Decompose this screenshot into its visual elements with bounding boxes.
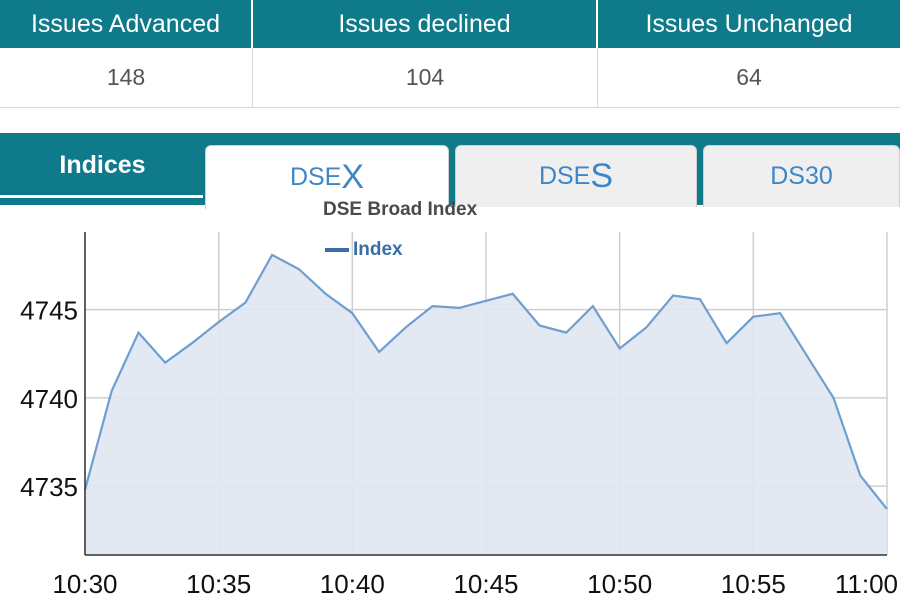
x-tick-label: 10:50 [587, 569, 652, 599]
header-issues-declined: Issues declined [253, 0, 598, 48]
legend-swatch-index [325, 248, 349, 252]
y-tick-label: 4740 [20, 384, 78, 414]
chart-legend[interactable]: Index [325, 239, 403, 261]
x-tick-label: 10:30 [52, 569, 117, 599]
tab-ds30-label: DS30 [770, 162, 833, 190]
x-tick-label: 10:45 [453, 569, 518, 599]
header-issues-advanced: Issues Advanced [0, 0, 253, 48]
tab-ds30[interactable]: DS30 [703, 145, 900, 207]
indices-underline [0, 195, 203, 198]
x-tick-label: 10:55 [721, 569, 786, 599]
tab-dsex-suffix: X [341, 158, 365, 196]
legend-label-index: Index [353, 239, 403, 260]
tab-dses-prefix: DSE [538, 162, 591, 190]
x-tick-label: 10:40 [320, 569, 385, 599]
indices-tab-bar: Indices DSE X DSE S DS30 [0, 133, 900, 209]
chart-title: DSE Broad Index [323, 199, 478, 220]
market-breadth-table: Issues Advanced Issues declined Issues U… [0, 0, 900, 108]
market-breadth-value-row: 148 104 64 [0, 48, 900, 107]
tab-dsex[interactable]: DSE X [205, 145, 449, 209]
tab-dses[interactable]: DSE S [455, 145, 697, 207]
value-issues-unchanged: 64 [736, 64, 762, 90]
y-tick-label: 4745 [20, 296, 78, 326]
value-issues-declined: 104 [253, 48, 598, 107]
index-chart-area: 10:30 10:35 10:40 10:45 10:50 10:55 11:00 4735 4… [0, 205, 900, 600]
x-tick-label: 11:00 [835, 569, 898, 599]
series-area-index [85, 254, 887, 555]
header-issues-unchanged: Issues Unchanged [645, 9, 853, 38]
tab-dses-suffix: S [590, 157, 614, 195]
x-tick-label: 10:35 [186, 569, 251, 599]
value-issues-advanced: 148 [0, 48, 253, 107]
market-breadth-header-row: Issues Advanced Issues declined Issues U… [0, 0, 900, 48]
series-line-index [83, 253, 888, 510]
index-chart: 10:30 10:35 10:40 10:45 10:50 10:55 11:00 4735 4… [20, 232, 898, 599]
indices-section-label: Indices [59, 150, 146, 179]
y-tick-label: 4735 [20, 472, 78, 502]
tab-dsex-prefix: DSE [289, 163, 342, 191]
